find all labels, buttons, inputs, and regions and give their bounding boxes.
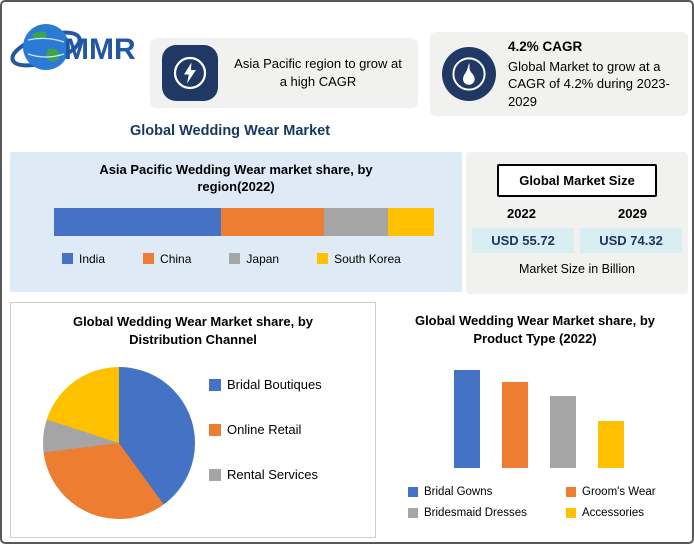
legend-label: Bridal Gowns — [424, 486, 493, 498]
value-2022: USD 55.72 — [472, 228, 574, 253]
legend-swatch — [229, 253, 241, 265]
globe-lines — [27, 37, 65, 58]
product-chart-title: Global Wedding Wear Market share, by Pro… — [414, 313, 656, 346]
market-size-caption: Market Size in Billion — [518, 262, 635, 276]
legend-swatch — [209, 468, 221, 481]
legend-item-online-retail: Online Retail — [209, 422, 322, 437]
bar-segment-india — [54, 207, 222, 236]
legend-item-rental-services: Rental Services — [209, 467, 322, 482]
legend-item-china: China — [143, 252, 191, 266]
globe-land — [32, 31, 47, 40]
distribution-legend: Bridal Boutiques Online Retail Rental Serv… — [209, 377, 322, 482]
bar-segment-japan — [323, 207, 389, 236]
year-2029: 2029 — [618, 206, 647, 221]
bar-bridesmaid-dresses — [550, 396, 576, 468]
legend-swatch — [566, 508, 576, 518]
legend-item-accessories: Accessories — [566, 507, 692, 519]
legend-label: Online Retail — [227, 422, 302, 437]
bar-segment-south-korea — [388, 207, 434, 236]
market-size-years: 2022 2029 — [466, 206, 688, 221]
bar-groom-s-wear — [502, 382, 528, 468]
mmr-logo: MMR — [10, 24, 136, 70]
region-share-section: Asia Pacific Wedding Wear market share, … — [10, 152, 462, 292]
legend-swatch — [143, 253, 155, 265]
legend-item-bridesmaid-dresses: Bridesmaid Dresses — [408, 507, 566, 519]
product-bars — [454, 370, 634, 468]
globe-land — [46, 48, 60, 62]
bar-segment-china — [221, 207, 324, 236]
product-legend: Bridal Gowns Groom's Wear Bridesmaid Dress… — [408, 486, 692, 519]
legend-swatch — [62, 253, 73, 265]
legend-label: South Korea — [334, 251, 401, 266]
legend-label: China — [160, 251, 192, 266]
legend-label: Bridesmaid Dresses — [424, 507, 527, 519]
legend-item-groom-s-wear: Groom's Wear — [566, 486, 692, 498]
callout-asia-pacific-text: Asia Pacific region to grow at a high CA… — [234, 56, 402, 89]
globe-icon — [23, 24, 69, 70]
bar-accessories — [598, 421, 624, 468]
legend-label: Groom's Wear — [582, 486, 656, 498]
market-size-values: USD 55.72 USD 74.32 — [472, 228, 682, 253]
cagr-value: 4.2% CAGR — [508, 38, 583, 54]
legend-label: India — [79, 251, 106, 266]
page-title: Global Wedding Wear Market — [129, 123, 331, 139]
legend-label: Bridal Boutiques — [227, 377, 322, 392]
distribution-channel-section: Global Wedding Wear Market share, by Dis… — [10, 302, 376, 538]
legend-swatch — [408, 508, 418, 518]
logo-text: MMR — [64, 33, 136, 66]
value-2029: USD 74.32 — [580, 228, 682, 253]
legend-label: Accessories — [582, 507, 644, 519]
product-type-section: Global Wedding Wear Market share, by Pro… — [382, 302, 688, 538]
legend-item-south-korea: South Korea — [317, 252, 401, 266]
distribution-pie — [43, 367, 195, 519]
legend-item-india: India — [62, 252, 105, 266]
legend-swatch — [209, 378, 221, 391]
distribution-chart-title: Global Wedding Wear Market share, by Dis… — [72, 314, 314, 347]
legend-swatch — [408, 487, 418, 497]
legend-label: Rental Services — [227, 467, 319, 482]
market-size-panel: Global Market Size 2022 2029 USD 55.72 U… — [466, 152, 688, 294]
region-chart-title: Asia Pacific Wedding Wear market share, … — [99, 162, 373, 194]
market-size-title: Global Market Size — [497, 164, 657, 197]
legend-swatch — [209, 423, 221, 436]
legend-item-bridal-boutiques: Bridal Boutiques — [209, 377, 322, 392]
legend-swatch — [317, 253, 329, 265]
bolt-icon — [162, 45, 218, 101]
bar-bridal-gowns — [454, 370, 480, 468]
cagr-description: Global Market to grow at a CAGR of 4.2% … — [508, 58, 670, 109]
legend-item-japan: Japan — [229, 252, 279, 266]
legend-label: Japan — [246, 251, 280, 266]
region-stacked-bar — [54, 207, 434, 236]
callout-asia-pacific: Asia Pacific region to grow at a high CA… — [150, 38, 418, 108]
flame-icon — [442, 47, 496, 101]
legend-swatch — [566, 487, 576, 497]
callout-cagr: 4.2% CAGR Global Market to grow at a CAG… — [430, 32, 688, 116]
year-2022: 2022 — [507, 206, 536, 221]
region-legend: India China Japan South Korea — [62, 252, 462, 266]
callout-cagr-text: 4.2% CAGR Global Market to grow at a CAG… — [508, 38, 676, 111]
legend-item-bridal-gowns: Bridal Gowns — [408, 486, 566, 498]
